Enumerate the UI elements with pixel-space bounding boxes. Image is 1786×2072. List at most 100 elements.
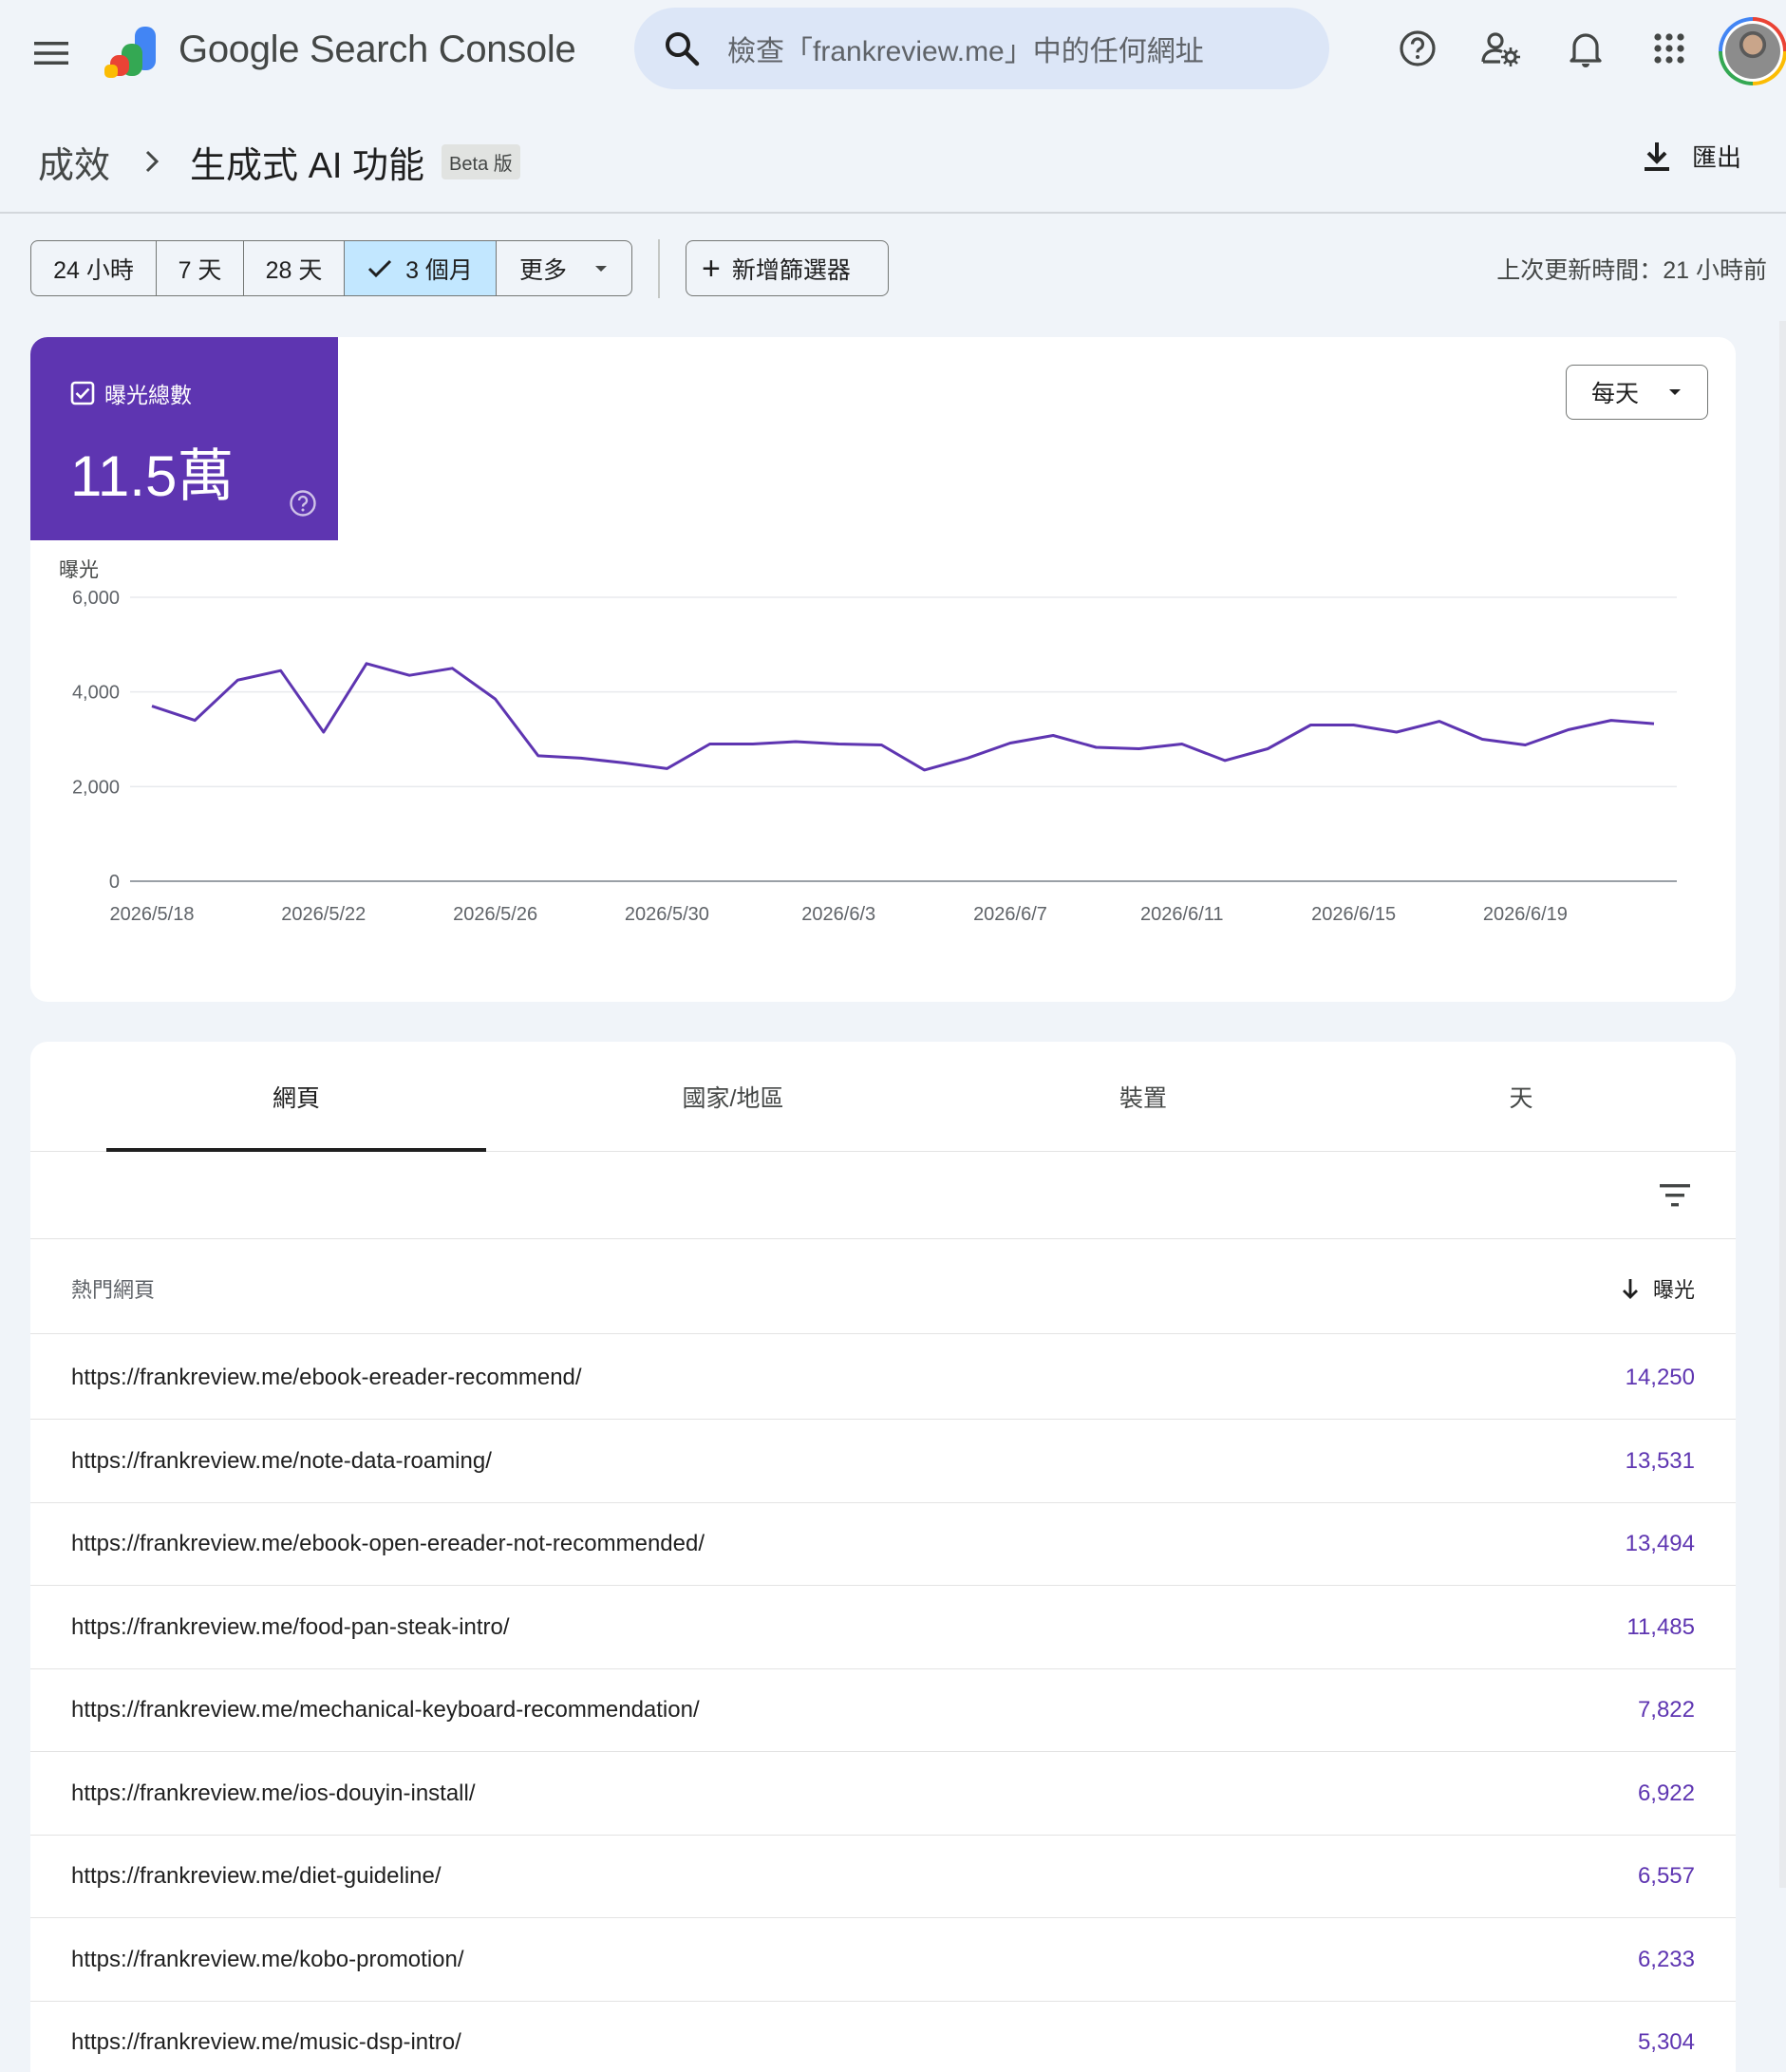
- date-range-3m-label: 3 個月: [405, 256, 473, 284]
- impressions-value: 7,822: [1637, 1697, 1695, 1723]
- column-impressions-sort[interactable]: 曝光: [1621, 1273, 1695, 1304]
- tab-pages[interactable]: 網頁: [272, 1085, 320, 1112]
- header-divider: [0, 212, 1786, 214]
- impressions-value: 6,233: [1637, 1946, 1695, 1972]
- performance-chart-card: 曝光總數 11.5萬 每天 曝光 0 2,000 4,000 6,000 2026/5/1…: [30, 337, 1736, 1002]
- menu-icon[interactable]: [28, 30, 74, 76]
- date-range-7d[interactable]: 7 天: [157, 241, 244, 295]
- x-tick-label: 2026/6/11: [1140, 904, 1224, 925]
- table-row[interactable]: https://frankreview.me/ios-douyin-instal…: [30, 1752, 1736, 1836]
- page-url[interactable]: https://frankreview.me/music-dsp-intro/: [71, 2029, 461, 2055]
- page-url[interactable]: https://frankreview.me/ebook-open-ereade…: [71, 1531, 705, 1556]
- table-row[interactable]: https://frankreview.me/mechanical-keyboa…: [30, 1668, 1736, 1752]
- date-range-28d[interactable]: 28 天: [244, 241, 345, 295]
- page-url[interactable]: https://frankreview.me/food-pan-steak-in…: [71, 1613, 510, 1640]
- date-range-selector: 24 小時 7 天 28 天 3 個月 更多: [30, 240, 632, 296]
- y-tick-label: 2,000: [72, 777, 120, 798]
- total-impressions-card[interactable]: 曝光總數 11.5萬: [30, 337, 338, 540]
- table-row[interactable]: https://frankreview.me/music-dsp-intro/5…: [30, 2001, 1736, 2072]
- date-range-more-label: 更多: [518, 256, 567, 284]
- page-url[interactable]: https://frankreview.me/mechanical-keyboa…: [71, 1697, 700, 1723]
- page-url[interactable]: https://frankreview.me/ios-douyin-instal…: [71, 1780, 476, 1806]
- search-input[interactable]: 檢查「frankreview.me」中的任何網址: [727, 36, 1204, 67]
- table-toolbar: [30, 1152, 1736, 1239]
- last-updated-text: 上次更新時間：21 小時前: [1496, 257, 1767, 284]
- page-url[interactable]: https://frankreview.me/diet-guideline/: [71, 1863, 442, 1889]
- impressions-value: 14,250: [1625, 1365, 1695, 1390]
- date-range-more[interactable]: 更多: [497, 241, 631, 295]
- help-icon[interactable]: [1396, 27, 1439, 70]
- impressions-value: 5,304: [1637, 2029, 1695, 2055]
- tab-country[interactable]: 國家/地區: [682, 1085, 784, 1112]
- active-tab-indicator: [106, 1148, 486, 1152]
- page-url[interactable]: https://frankreview.me/kobo-promotion/: [71, 1946, 464, 1972]
- breadcrumb: 成效 生成式 AI 功能 Beta 版: [38, 133, 520, 190]
- table-row[interactable]: https://frankreview.me/diet-guideline/6,…: [30, 1835, 1736, 1918]
- dropdown-arrow-icon: [1669, 389, 1681, 395]
- product-name[interactable]: Google Search Console: [179, 28, 576, 70]
- date-range-24h[interactable]: 24 小時: [31, 241, 157, 295]
- granularity-label: 每天: [1590, 381, 1639, 407]
- checkbox-checked-icon[interactable]: [70, 381, 95, 405]
- top-app-bar: Google Search Console 檢查「frankreview.me」…: [0, 0, 1786, 106]
- x-tick-label: 2026/5/26: [453, 904, 537, 925]
- y-axis-title: 曝光: [59, 559, 99, 581]
- filter-icon[interactable]: [1656, 1178, 1694, 1213]
- impressions-value: 6,922: [1637, 1780, 1695, 1806]
- url-inspection-search[interactable]: 檢查「frankreview.me」中的任何網址: [634, 8, 1329, 89]
- check-icon: [368, 259, 392, 277]
- table-header: 熱門網頁 曝光: [30, 1239, 1736, 1334]
- search-console-logo-icon[interactable]: [103, 23, 163, 80]
- dropdown-arrow-icon: [595, 265, 607, 272]
- page-url[interactable]: https://frankreview.me/ebook-ereader-rec…: [71, 1365, 582, 1390]
- help-circle-icon[interactable]: [289, 489, 317, 518]
- apps-icon[interactable]: [1647, 27, 1691, 70]
- x-tick-label: 2026/5/18: [110, 904, 195, 925]
- granularity-dropdown[interactable]: 每天: [1566, 365, 1708, 420]
- impressions-value: 13,494: [1625, 1531, 1695, 1556]
- add-filter-label: 新增篩選器: [731, 256, 851, 284]
- y-tick-label: 0: [109, 872, 120, 893]
- table-row[interactable]: https://frankreview.me/ebook-ereader-rec…: [30, 1336, 1736, 1420]
- arrow-down-icon: [1622, 1279, 1638, 1299]
- y-tick-label: 4,000: [72, 683, 120, 704]
- date-range-3m[interactable]: 3 個月: [345, 241, 497, 295]
- y-tick-label: 6,000: [72, 588, 120, 609]
- export-label: 匯出: [1692, 143, 1742, 172]
- table-row[interactable]: https://frankreview.me/kobo-promotion/6,…: [30, 1918, 1736, 2002]
- plus-icon: +: [702, 250, 721, 287]
- beta-badge: Beta 版: [442, 143, 520, 179]
- table-row[interactable]: https://frankreview.me/note-data-roaming…: [30, 1420, 1736, 1503]
- column-top-pages: 熱門網頁: [71, 1278, 156, 1302]
- export-button[interactable]: 匯出: [1643, 139, 1741, 174]
- metric-label: 曝光總數: [104, 383, 192, 407]
- dimension-table-card: 網頁 國家/地區 裝置 天 熱門網頁 曝光 https://frankrevie…: [30, 1042, 1736, 2072]
- table-row[interactable]: https://frankreview.me/ebook-open-ereade…: [30, 1502, 1736, 1586]
- dimension-tabs: 網頁 國家/地區 裝置 天: [30, 1042, 1736, 1152]
- breadcrumb-performance[interactable]: 成效: [38, 145, 111, 186]
- x-tick-label: 2026/6/3: [801, 904, 875, 925]
- metric-value: 11.5萬: [70, 444, 235, 508]
- add-filter-button[interactable]: + 新增篩選器: [686, 240, 889, 296]
- x-tick-label: 2026/5/30: [625, 904, 709, 925]
- tab-device[interactable]: 裝置: [1119, 1085, 1167, 1112]
- admin-settings-icon[interactable]: [1479, 27, 1523, 70]
- table-row[interactable]: https://frankreview.me/food-pan-steak-in…: [30, 1586, 1736, 1669]
- x-tick-label: 2026/6/15: [1311, 904, 1396, 925]
- download-icon: [1645, 141, 1669, 171]
- impressions-value: 11,485: [1626, 1613, 1695, 1640]
- filter-separator: [658, 239, 660, 298]
- impressions-value: 13,531: [1625, 1447, 1695, 1474]
- impressions-line-chart[interactable]: 曝光 0 2,000 4,000 6,000 2026/5/18 2026/5/22 2026…: [30, 527, 1736, 1002]
- x-tick-label: 2026/5/22: [281, 904, 366, 925]
- page-title: 生成式 AI 功能: [190, 145, 425, 186]
- notifications-icon[interactable]: [1564, 27, 1607, 70]
- page-url[interactable]: https://frankreview.me/note-data-roaming…: [71, 1447, 492, 1474]
- impressions-series-line: [151, 662, 1655, 772]
- x-tick-label: 2026/6/7: [973, 904, 1047, 925]
- chevron-right-icon: [145, 150, 160, 173]
- impressions-value: 6,557: [1637, 1863, 1695, 1889]
- account-avatar[interactable]: [1719, 17, 1786, 85]
- tab-date[interactable]: 天: [1509, 1085, 1533, 1112]
- page-scrollbar[interactable]: [1779, 321, 1786, 1888]
